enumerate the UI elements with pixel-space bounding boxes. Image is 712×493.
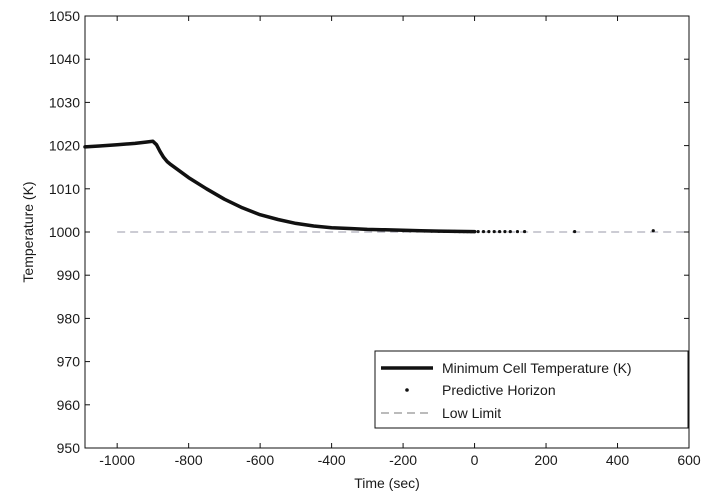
predictive-horizon-point [465,229,470,234]
predictive-horizon-point [508,229,512,234]
y-tick-label: 970 [57,354,81,370]
series-minimum-cell-temperature-line [83,139,477,234]
ticks-layer: -1000 -800 -600 -400 -200 0 200 400 600 950 960 970… [49,8,701,468]
x-tick-label: 400 [606,452,630,468]
y-tick-label: 1020 [49,138,80,154]
y-tick-label: 1050 [49,8,80,24]
predictive-horizon-point [430,229,434,233]
predictive-horizon-point [422,229,427,233]
y-tick-label: 1030 [49,94,80,110]
predictive-horizon-point [503,229,507,234]
x-tick-label: -400 [318,452,346,468]
predictive-horizon-point [472,229,477,234]
x-tick-label: 0 [471,452,479,468]
predictive-horizon-point [408,229,412,233]
predictive-horizon-point [442,229,446,233]
legend-label-predictive-horizon: Predictive Horizon [442,382,556,398]
y-tick-label: 980 [57,310,81,326]
x-tick-label: -600 [246,452,274,468]
x-axis-title: Time (sec) [354,475,420,491]
predictive-horizon-point [401,229,405,233]
predictive-horizon-point [437,229,441,233]
predictive-horizon-point [476,229,480,234]
predictive-horizon-point [497,229,502,234]
x-tick-label: 600 [677,452,701,468]
predictive-horizon-point [457,229,462,234]
series-layer [83,139,689,234]
predictive-horizon-point [515,229,520,234]
predictive-horizon-point [481,229,486,234]
legend-swatch-predictive-horizon [405,388,409,392]
predictive-horizon-point [447,229,452,234]
predictive-horizon-point [453,229,457,234]
y-tick-label: 960 [57,397,81,413]
predictive-horizon-point [415,229,419,233]
predictive-horizon-point [487,229,491,234]
y-axis-title: Temperature (K) [20,181,36,282]
predictive-horizon-point [469,229,473,234]
x-tick-label: 200 [534,452,558,468]
x-tick-label: -1000 [99,452,135,468]
predictive-horizon-point [573,229,577,234]
legend-label-minimum-cell-temperature: Minimum Cell Temperature (K) [442,360,632,376]
predictive-horizon-point [492,229,496,234]
y-tick-label: 950 [57,440,81,456]
y-tick-label: 990 [57,267,81,283]
legend: Minimum Cell Temperature (K) Predictive … [374,350,689,429]
y-tick-label: 1010 [49,181,80,197]
x-tick-label: -800 [175,452,203,468]
predictive-horizon-point [462,229,466,234]
y-tick-label: 1000 [49,224,80,240]
predictive-horizon-point [651,229,655,233]
predictive-horizon-point [522,229,527,234]
legend-box [374,350,689,429]
y-tick-label: 1040 [49,51,80,67]
legend-label-low-limit: Low Limit [442,405,501,421]
x-tick-label: -200 [389,452,417,468]
